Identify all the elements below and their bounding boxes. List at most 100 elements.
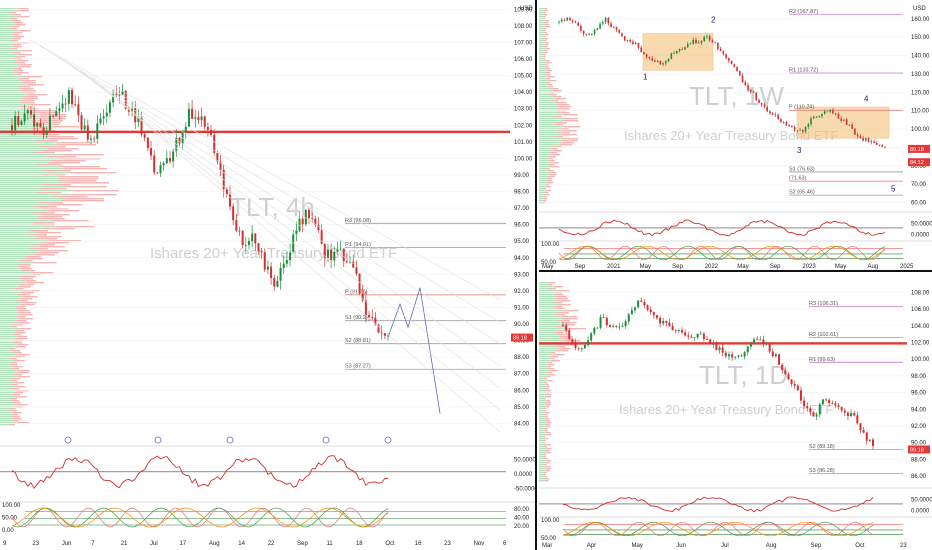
volume-bar: [559, 338, 573, 340]
volume-bar: [539, 328, 568, 330]
pivot-level-label: R1 (133.72): [789, 68, 818, 74]
candle-body: [777, 114, 779, 120]
volume-bar: [546, 444, 551, 446]
candle-body: [569, 17, 571, 21]
pivot-level-label: (71.63): [789, 176, 807, 182]
volume-bar: [539, 120, 563, 122]
x-tick-label: May: [640, 264, 651, 270]
volume-bar: [0, 26, 12, 28]
volume-bar: [539, 114, 563, 116]
candle-body: [868, 439, 871, 441]
volume-bar: [0, 304, 21, 306]
x-tick-label: Apr: [587, 543, 596, 549]
candle-body: [785, 122, 788, 126]
candle-body: [806, 406, 809, 409]
candle-body: [771, 351, 774, 357]
candle-body: [634, 42, 637, 45]
x-tick-label: 9: [3, 541, 7, 547]
y-tick-label: 80.00: [911, 164, 927, 170]
volume-bar: [0, 408, 10, 410]
volume-bar: [57, 144, 97, 146]
volume-bar: [556, 128, 569, 130]
volume-bar: [0, 148, 47, 150]
candle-body: [834, 113, 837, 115]
x-tick-label: 2021: [607, 264, 621, 270]
chart-panel-weekly[interactable]: TLT, 1W Ishares 20+ Year Treasury Bond E…: [539, 0, 932, 272]
volume-bar: [55, 142, 92, 144]
volume-bar: [57, 180, 97, 182]
volume-bar: [0, 74, 13, 76]
volume-bar: [0, 386, 16, 388]
volume-bar: [17, 8, 29, 10]
volume-bar: [0, 196, 53, 198]
volume-bar: [549, 174, 557, 176]
volume-bar: [0, 22, 14, 24]
candle-body: [83, 125, 86, 130]
oscillator-pane: 50.0000 0.0000: [539, 487, 932, 515]
candle-body: [715, 343, 718, 351]
volume-bar: [543, 410, 547, 412]
volume-bar: [539, 72, 546, 74]
volume-bar: [12, 38, 21, 40]
volume-bar: [53, 220, 89, 222]
volume-bar: [539, 56, 543, 58]
candle-body: [371, 317, 374, 318]
volume-bar: [562, 138, 579, 140]
volume-bar: [71, 190, 119, 192]
y-tick-label: 108.00: [911, 291, 930, 297]
candle-body: [758, 99, 760, 104]
volume-bar: [548, 160, 555, 162]
volume-bar: [547, 92, 554, 94]
volume-bar: [539, 440, 544, 442]
volume-bar: [37, 216, 63, 218]
volume-bar: [539, 438, 545, 440]
chart-4h-svg[interactable]: TLT, 4h Ishares 20+ Year Treasury Bond E…: [0, 0, 535, 550]
candle-body: [67, 89, 70, 104]
candle-body: [774, 114, 777, 116]
trend-channel-line: [69, 63, 501, 389]
volume-bar: [539, 318, 563, 320]
volume-bar: [545, 194, 550, 196]
candle-body: [108, 102, 111, 113]
volume-bar: [17, 294, 30, 296]
volume-bar: [14, 288, 24, 290]
volume-bar: [40, 250, 69, 252]
candle-body: [793, 127, 796, 131]
candle-body: [29, 110, 32, 115]
volume-bar: [0, 18, 11, 20]
chart-panel-daily[interactable]: TLT, 1D Ishares 20+ Year Treasury Bond E…: [539, 274, 932, 550]
pivot-level-label: S1 (76.63): [789, 166, 815, 172]
volume-bar: [0, 212, 34, 214]
volume-bar: [557, 104, 570, 106]
volume-bar: [17, 310, 30, 312]
candle-body: [634, 307, 637, 311]
volume-bar: [13, 352, 22, 354]
watermark-ticker: TLT, 1D: [699, 360, 788, 390]
volume-bar: [539, 360, 552, 362]
volume-bar: [539, 74, 546, 76]
stoch-tick-label: 0.00: [2, 528, 14, 534]
volume-bar: [9, 424, 16, 426]
volume-bar: [539, 106, 559, 108]
volume-bar: [560, 324, 576, 326]
volume-bar: [0, 162, 49, 164]
pivot-level-label: R2 (167.87): [789, 9, 818, 15]
volume-bar: [539, 424, 546, 426]
chart-weekly-svg[interactable]: TLT, 1W Ishares 20+ Year Treasury Bond E…: [539, 0, 932, 270]
volume-bar: [543, 456, 546, 458]
volume-bar: [0, 200, 63, 202]
candle-body: [784, 370, 787, 375]
volume-bar: [547, 182, 554, 184]
chart-panel-4h[interactable]: TLT, 4h Ishares 20+ Year Treasury Bond E…: [0, 0, 537, 550]
candle-body: [656, 61, 659, 62]
volume-bar: [539, 434, 547, 436]
volume-bar: [26, 282, 44, 284]
chart-daily-svg[interactable]: TLT, 1D Ishares 20+ Year Treasury Bond E…: [539, 274, 932, 550]
volume-bar: [0, 60, 17, 62]
volume-bar: [539, 294, 554, 296]
volume-bar: [539, 426, 546, 428]
volume-bar: [41, 208, 69, 210]
x-tick-label: 22: [268, 541, 275, 547]
volume-bar: [0, 374, 14, 376]
volume-bar: [0, 322, 18, 324]
